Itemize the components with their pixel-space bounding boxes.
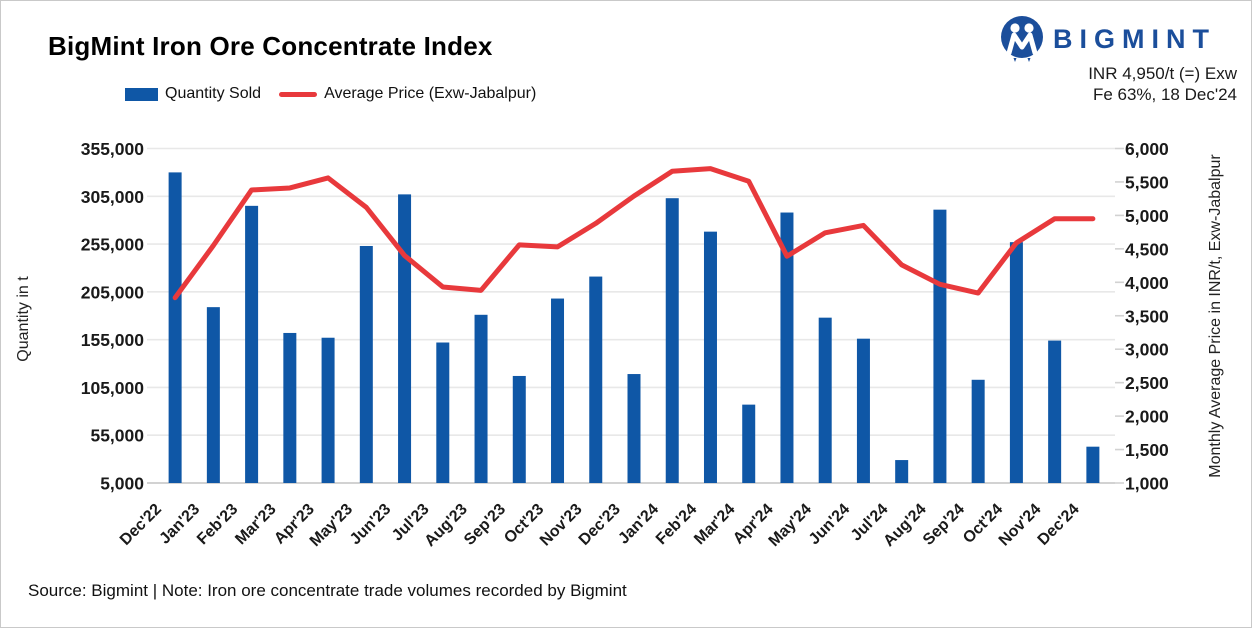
legend-item-quantity: Quantity Sold: [125, 85, 261, 103]
legend-item-price: Average Price (Exw-Jabalpur): [279, 85, 536, 103]
quantity-swatch-icon: [125, 87, 158, 101]
quantity-bar-Mar'23: [283, 332, 297, 483]
quantity-bar-Apr'23: [321, 337, 335, 483]
x-tick-label: Aug'23: [422, 501, 471, 550]
left-axis-tick-label: 5,000: [100, 474, 144, 494]
right-axis-tick-label: 1,000: [1125, 474, 1169, 494]
right-axis-title: Monthly Average Price in INR/t, Exw-Jaba…: [1207, 154, 1224, 478]
average-price-line: [172, 166, 1096, 301]
source-note: Source: Bigmint | Note: Iron ore concent…: [28, 581, 627, 600]
legend-quantity-label: Quantity Sold: [165, 85, 262, 102]
brand-name: BIGMINT: [1053, 23, 1216, 54]
quantity-bar-May'23: [359, 245, 373, 483]
left-axis-tick-label: 205,000: [81, 282, 145, 302]
x-tick-label: Dec'24: [1035, 501, 1083, 549]
left-axis-tick-label: 355,000: [81, 139, 145, 159]
quantity-bar-Dec'24: [1086, 446, 1100, 483]
quantity-bar-Apr'24: [780, 212, 794, 484]
right-axis-tick-label: 5,500: [1125, 172, 1169, 192]
quantity-bar-Jun'23: [398, 194, 412, 484]
quantity-bar-Feb'24: [703, 231, 717, 483]
quantity-bar-Oct'23: [551, 298, 565, 483]
quantity-bar-Jul'23: [436, 342, 450, 483]
left-axis-tick-label: 105,000: [81, 378, 145, 398]
price-note-line2: Fe 63%, 18 Dec'24: [1092, 85, 1237, 104]
left-axis-title: Quantity in t: [15, 276, 32, 362]
x-tick-label: Feb'23: [194, 501, 241, 548]
right-axis-tick-label: 2,500: [1125, 373, 1169, 393]
x-tick-label: Sep'23: [461, 501, 509, 549]
quantity-bar-Jan'23: [206, 307, 220, 483]
x-tick-label: Mar'24: [691, 501, 738, 548]
quantity-bar-Dec'22: [168, 172, 182, 483]
x-tick-label: Jan'23: [156, 501, 203, 548]
legend-price-label: Average Price (Exw-Jabalpur): [324, 85, 537, 102]
price-swatch-icon: [279, 91, 318, 97]
x-tick-label: May'23: [307, 501, 356, 550]
quantity-bar-Jul'24: [895, 460, 909, 483]
x-tick-label: Nov'23: [537, 501, 586, 550]
price-note-line1: INR 4,950/t (=) Exw: [1088, 64, 1237, 83]
quantity-bar-Sep'23: [512, 375, 526, 483]
quantity-bar-May'24: [818, 317, 832, 483]
x-tick-label: Nov'24: [996, 501, 1045, 550]
x-tick-label: Dec'22: [117, 501, 165, 549]
quantity-bar-Jan'24: [665, 198, 679, 483]
x-tick-label: May'24: [766, 501, 815, 550]
chart-legend: Quantity Sold Average Price (Exw-Jabalpu…: [125, 85, 536, 103]
x-tick-label: Jun'23: [347, 501, 394, 548]
left-axis-tick-label: 305,000: [81, 187, 145, 207]
quantity-bar-Aug'24: [933, 209, 947, 483]
right-axis-tick-label: 3,500: [1125, 306, 1169, 326]
left-axis-tick-label: 255,000: [81, 235, 145, 255]
right-axis-tick-label: 4,000: [1125, 273, 1169, 293]
quantity-bar-Dec'23: [627, 374, 641, 483]
right-axis-tick-label: 2,000: [1125, 407, 1169, 427]
right-axis-tick-label: 4,500: [1125, 239, 1169, 259]
quantity-bar-Feb'23: [245, 205, 259, 484]
x-tick-label: Feb'24: [653, 501, 700, 548]
right-axis-tick-label: 3,000: [1125, 340, 1169, 360]
index-price-note: INR 4,950/t (=) Exw Fe 63%, 18 Dec'24: [1088, 63, 1237, 105]
x-tick-label: Dec'23: [576, 501, 624, 549]
quantity-bar-Nov'24: [1048, 340, 1062, 483]
x-tick-label: Jun'24: [806, 501, 853, 548]
left-axis-tick-label: 55,000: [90, 426, 144, 446]
quantity-bar-Mar'24: [742, 404, 756, 483]
left-axis-tick-label: 155,000: [81, 330, 145, 350]
quantity-bar-Oct'24: [1009, 242, 1023, 483]
quantity-bar-Jun'24: [856, 338, 870, 483]
right-axis-tick-label: 6,000: [1125, 139, 1169, 159]
x-tick-label: Sep'24: [920, 501, 968, 549]
quantity-bar-Sep'24: [971, 379, 985, 483]
page-title: BigMint Iron Ore Concentrate Index: [48, 31, 493, 61]
x-tick-label: Mar'23: [232, 501, 279, 548]
bigmint-logo-icon: [1001, 16, 1043, 62]
right-axis-tick-label: 5,000: [1125, 206, 1169, 226]
right-axis-tick-label: 1,500: [1125, 440, 1169, 460]
quantity-bar-Aug'23: [474, 314, 488, 483]
x-tick-label: Aug'24: [880, 501, 929, 550]
quantity-bar-Nov'23: [589, 276, 603, 483]
brand-block: BIGMINT: [999, 15, 1245, 115]
x-tick-label: Jan'24: [615, 501, 662, 548]
